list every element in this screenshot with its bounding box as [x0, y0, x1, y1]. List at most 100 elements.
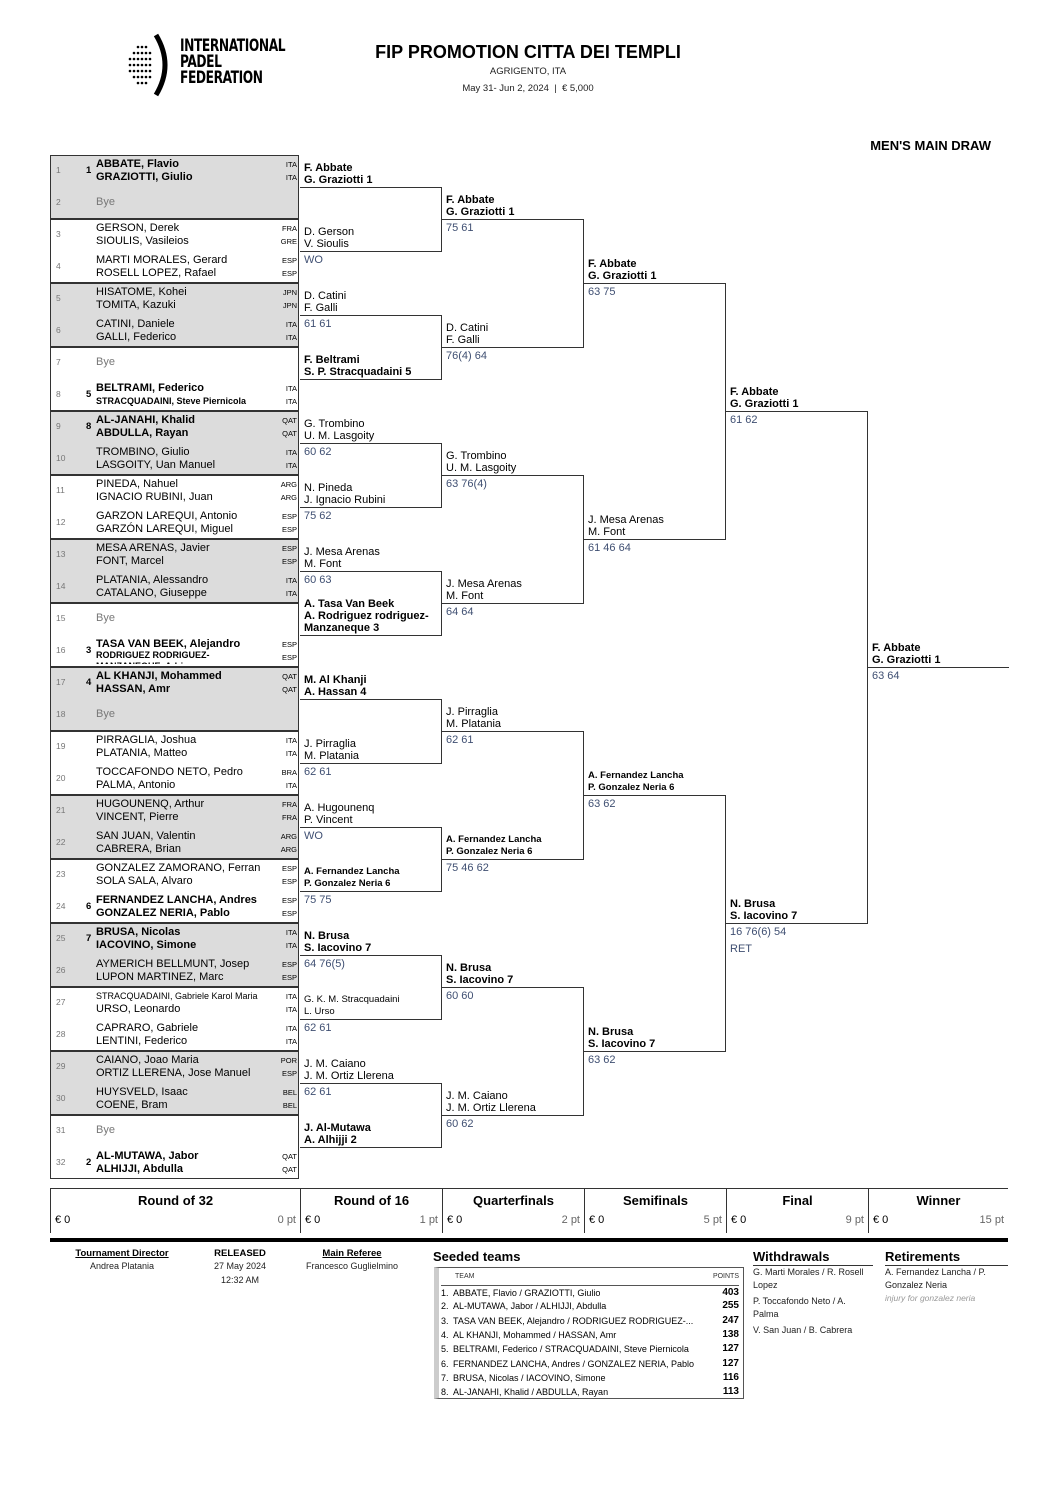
player-country: ESP	[281, 653, 297, 662]
match-winner-name: U. M. Lasgoity	[304, 430, 375, 442]
round-label: Round of 16	[333, 1193, 410, 1208]
released-label: RELEASED	[214, 1248, 266, 1259]
match-winner-name: S. P. Stracquadaini 5	[304, 366, 412, 378]
player-country: ITA	[285, 333, 297, 342]
draw-line-number: 24	[56, 901, 66, 911]
bracket-connector	[583, 987, 584, 1116]
draw-line-number: 1	[56, 165, 61, 175]
match-winner-name: J. Al-Mutawa	[304, 1122, 371, 1134]
player-name: SAN JUAN, Valentin	[96, 830, 196, 842]
draw-line-number: 7	[56, 357, 61, 367]
draw-line-number: 4	[56, 261, 61, 271]
bracket-line	[584, 283, 726, 284]
draw-line-number: 11	[56, 485, 65, 495]
bracket-connector	[583, 219, 584, 348]
bracket-line	[300, 443, 442, 444]
bracket-line	[300, 635, 442, 636]
bracket-line	[726, 923, 868, 924]
bracket-line	[300, 955, 442, 956]
bracket-connector	[441, 827, 442, 892]
player-country: ITA	[285, 576, 297, 585]
player-name: STRACQUADAINI, Steve Piernicola	[96, 396, 247, 406]
draw-pair-box	[50, 219, 299, 283]
match-winner-name: M. Font	[588, 526, 626, 538]
match-winner-name: F. Abbate	[446, 194, 495, 206]
player-name: ROSELL LOPEZ, Rafael	[96, 267, 217, 279]
seed-number: 6	[86, 901, 92, 912]
match-winner-name: G. Trombino	[446, 450, 507, 462]
player-name: FONT, Marcel	[96, 555, 164, 567]
draw-pair-box	[50, 987, 299, 1051]
player-name: AL-MUTAWA, Jabor	[96, 1150, 199, 1162]
logo-line: INTERNATIONAL	[180, 36, 286, 56]
draw-pair-box	[50, 283, 299, 347]
bye-label: Bye	[96, 612, 115, 624]
match-score: 75 46 62	[446, 862, 489, 874]
match-winner-name: S. Iacovino 7	[304, 942, 372, 954]
bracket-line	[442, 475, 584, 476]
director-label: Tournament Director	[75, 1248, 169, 1259]
seeded-row: 1. ABBATE, Flavio / GRAZIOTTI, Giulio 403	[441, 1285, 739, 1299]
match-winner-name: A. Hugounenq	[304, 802, 375, 814]
player-name: GONZALEZ ZAMORANO, Ferran	[96, 862, 261, 874]
bracket-connector	[583, 475, 584, 604]
match-score: 61 61	[304, 318, 332, 330]
draw-line-number: 31	[56, 1125, 66, 1135]
match-score: 64 76(5)	[304, 958, 345, 970]
seed-points: 138	[722, 1328, 739, 1340]
bracket-connector	[583, 731, 584, 860]
player-name: ABDULLA, Rayan	[96, 427, 189, 439]
seeded-row: 4. AL KHANJI, Mohammed / HASSAN, Amr 138	[441, 1328, 739, 1342]
match-winner-name: F. Abbate	[730, 386, 779, 398]
bracket-line	[300, 571, 442, 572]
seed-rank: 4.	[441, 1329, 449, 1340]
player-country: FRA	[282, 224, 297, 233]
match-winner-name: G. Trombino	[304, 418, 365, 430]
bye-label: Bye	[96, 196, 115, 208]
bracket-line	[584, 539, 726, 540]
released-date: 27 May 2024	[213, 1261, 267, 1271]
bracket-line	[442, 731, 584, 732]
player-name: PIRRAGLIA, Joshua	[96, 734, 197, 746]
player-name: PINEDA, Nahuel	[96, 478, 178, 490]
bracket-line	[442, 987, 584, 988]
bracket-line	[300, 187, 442, 188]
seed-points: 113	[722, 1386, 739, 1398]
match-score: 75 75	[304, 894, 332, 906]
player-name: MARTI MORALES, Gerard	[96, 254, 228, 266]
player-name: TASA VAN BEEK, Alejandro	[96, 638, 241, 650]
match-score: 60 62	[304, 446, 332, 458]
player-country: ITA	[285, 173, 297, 182]
player-country: ESP	[281, 896, 297, 905]
seeded-teams-table: TEAM POINTS 1. ABBATE, Flavio / GRAZIOTTI…	[434, 1267, 744, 1399]
bracket-line	[300, 891, 442, 892]
seed-team: BELTRAMI, Federico / STRACQUADAINI, Stev…	[453, 1344, 689, 1355]
bracket-line	[584, 795, 726, 796]
match-score: WO	[304, 254, 323, 266]
seed-number: 1	[86, 165, 92, 176]
match-winner-name: D. Gerson	[304, 226, 355, 238]
seed-points: 116	[722, 1371, 739, 1383]
round-label: Final	[782, 1193, 813, 1208]
seed-team: TASA VAN BEEK, Alejandro / RODRIGUEZ ROD…	[453, 1315, 694, 1326]
player-country: ITA	[285, 461, 297, 470]
draw-line-number: 26	[56, 965, 66, 975]
match-winner-name: J. M. Ortiz Llerena	[304, 1070, 394, 1082]
draw-line-number: 30	[56, 1093, 66, 1103]
bracket-line	[300, 699, 442, 700]
seeded-row: 7. BRUSA, Nicolas / IACOVINO, Simone 116	[441, 1371, 739, 1385]
player-country: BRA	[281, 768, 297, 777]
draw-title: MEN'S MAIN DRAW	[870, 138, 991, 153]
player-country: JPN	[282, 288, 297, 297]
match-winner-name: G. Graziotti 1	[304, 174, 373, 186]
draw-line-number: 32	[56, 1157, 66, 1167]
seed-number: 4	[86, 677, 92, 688]
player-name: PLATANIA, Alessandro	[96, 574, 209, 586]
player-name: RODRIGUEZ RODRIGUEZ-MANZANEQUE, Adrian	[96, 650, 210, 664]
draw-pair-box	[50, 1115, 299, 1179]
player-name: GARZON LAREQUI, Antonio	[96, 510, 238, 522]
round-prize: € 0	[589, 1214, 605, 1226]
player-name: HUGOUNENQ, Arthur	[96, 798, 205, 810]
seed-points: 403	[722, 1287, 739, 1298]
player-country: ITA	[285, 384, 297, 393]
